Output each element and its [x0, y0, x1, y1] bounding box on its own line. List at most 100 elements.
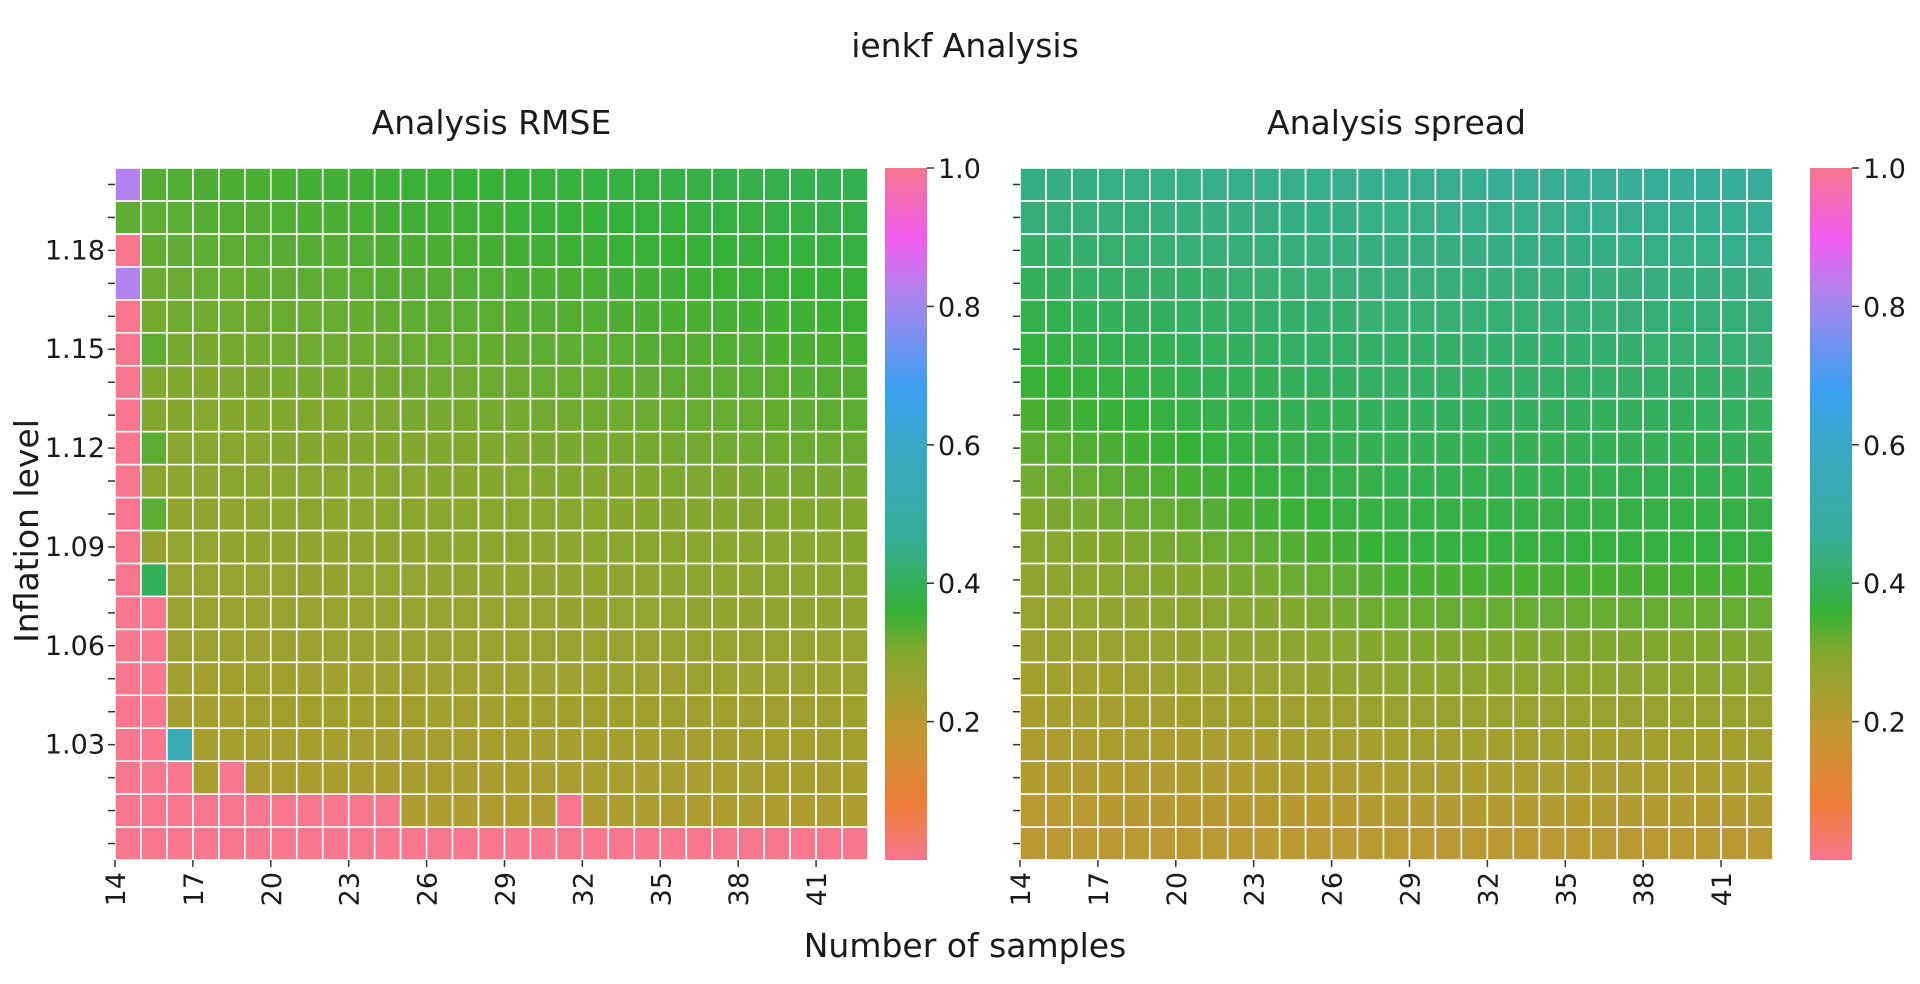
heatmap-cell	[1382, 496, 1411, 532]
heatmap-cell	[1382, 463, 1411, 499]
heatmap-cell	[140, 200, 168, 235]
heatmap-cell	[1019, 496, 1047, 532]
heatmap-cell	[789, 760, 817, 795]
heatmap-cell	[1642, 266, 1670, 301]
heatmap-cell	[140, 496, 168, 532]
heatmap-cell	[218, 200, 246, 235]
heatmap-cell	[1097, 266, 1125, 301]
heatmap-cell	[1278, 562, 1307, 598]
heatmap-cell	[711, 694, 739, 729]
heatmap-cell	[321, 200, 350, 235]
heatmap-cell	[763, 364, 791, 400]
heatmap-cell	[581, 496, 610, 532]
heatmap-cell	[1564, 529, 1593, 565]
heatmap-cell	[1226, 266, 1255, 301]
heatmap-cell	[140, 331, 168, 367]
heatmap-cell	[114, 167, 142, 202]
heatmap-cell	[503, 167, 532, 202]
heatmap-cell	[140, 694, 168, 729]
heatmap-cell	[269, 661, 298, 697]
heatmap-cell	[1616, 364, 1644, 400]
heatmap-cell	[1071, 496, 1099, 532]
heatmap-cell	[1642, 167, 1670, 202]
heatmap-cell	[1590, 760, 1619, 795]
heatmap-cell	[425, 727, 454, 762]
heatmap-cell	[1330, 628, 1359, 664]
heatmap-cell	[1278, 793, 1307, 828]
heatmap-cell	[581, 397, 610, 433]
heatmap-cell	[1460, 266, 1489, 301]
heatmap-cell	[1486, 331, 1515, 367]
heatmap-cell	[529, 397, 558, 433]
heatmap-cell	[269, 299, 298, 334]
heatmap-cell	[1668, 200, 1696, 235]
heatmap-cell	[1538, 430, 1567, 466]
heatmap-cell	[1694, 430, 1722, 466]
heatmap-cell	[114, 628, 142, 664]
heatmap-cell	[737, 595, 765, 631]
heatmap-cell	[399, 233, 428, 268]
heatmap-cell	[763, 463, 791, 499]
heatmap-cell	[1408, 364, 1437, 400]
heatmap-cell	[321, 430, 350, 466]
heatmap-cell	[815, 793, 843, 828]
heatmap-cell	[1694, 496, 1722, 532]
heatmap-cell	[555, 364, 584, 400]
heatmap-cell	[685, 397, 714, 433]
heatmap-cell	[1123, 694, 1151, 729]
heatmap-cell	[711, 595, 739, 631]
heatmap-cell	[1174, 233, 1203, 268]
heatmap-cell	[529, 727, 558, 762]
heatmap-cell	[1097, 167, 1125, 202]
heatmap-cell	[1097, 364, 1125, 400]
heatmap-cell	[763, 430, 791, 466]
heatmap-cell	[399, 727, 428, 762]
heatmap-cell	[1668, 595, 1696, 631]
heatmap-cell	[451, 397, 480, 433]
heatmap-cell	[1278, 364, 1307, 400]
heatmap-cell	[192, 694, 220, 729]
heatmap-cell	[295, 727, 324, 762]
x-tick-label: 14	[101, 872, 132, 906]
heatmap-cell	[451, 562, 480, 598]
x-tick-label: 20	[1162, 872, 1193, 906]
heatmap-cell	[529, 266, 558, 301]
heatmap-cell	[1382, 529, 1411, 565]
heatmap-cell	[1019, 266, 1047, 301]
heatmap-cell	[1174, 331, 1203, 367]
heatmap-cell	[451, 529, 480, 565]
heatmap-cell	[399, 694, 428, 729]
heatmap-cell	[1304, 628, 1333, 664]
heatmap-cell	[841, 562, 869, 598]
heatmap-cell	[789, 727, 817, 762]
heatmap-cell	[347, 430, 376, 466]
heatmap-cell	[192, 397, 220, 433]
heatmap-cell	[321, 793, 350, 828]
heatmap-cell	[1564, 760, 1593, 795]
heatmap-cell	[1330, 496, 1359, 532]
heatmap-cell	[1330, 430, 1359, 466]
heatmap-cell	[1694, 397, 1722, 433]
heatmap-cell	[815, 661, 843, 697]
heatmap-cell	[1123, 562, 1151, 598]
heatmap-cell	[1149, 661, 1177, 697]
heatmap-cell	[140, 727, 168, 762]
heatmap-cell	[1694, 694, 1722, 729]
heatmap-cell	[166, 397, 194, 433]
heatmap-cell	[1746, 364, 1774, 400]
heatmap-cell	[529, 793, 558, 828]
heatmap-cell	[1330, 266, 1359, 301]
heatmap-cell	[1356, 793, 1385, 828]
heatmap-cell	[1174, 727, 1203, 762]
heatmap-cell	[1642, 694, 1670, 729]
heatmap-cell	[607, 694, 636, 729]
heatmap-cell	[1019, 167, 1047, 202]
heatmap-cell	[1512, 299, 1541, 334]
heatmap-cell	[1564, 364, 1593, 400]
heatmap-cell	[269, 397, 298, 433]
heatmap-cell	[1590, 694, 1619, 729]
heatmap-cell	[1590, 496, 1619, 532]
heatmap-cell	[1486, 167, 1515, 202]
heatmap-cell	[192, 430, 220, 466]
